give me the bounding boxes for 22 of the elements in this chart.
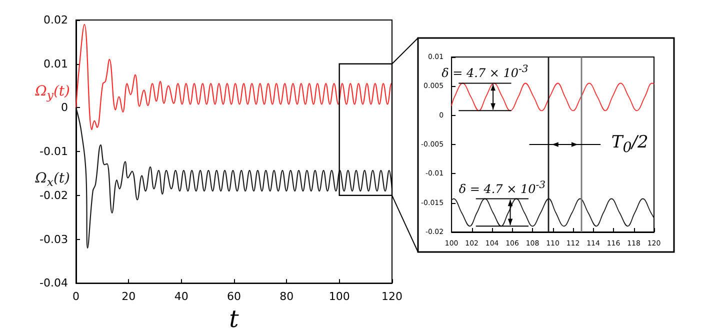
x-tick-label: 120 xyxy=(382,290,402,304)
y-tick-label: -0.04 xyxy=(40,276,68,290)
annotation: δ = 4.7 × 10$^{-3}$ xyxy=(458,180,546,196)
series-label: Ω$_{x}$(t) xyxy=(35,170,70,189)
x-tick-label: 40 xyxy=(174,290,188,304)
y-tick-label: 0.01 xyxy=(44,57,68,70)
line-series xyxy=(75,107,393,249)
y-tick-label: 0.02 xyxy=(44,14,68,26)
y-tick-label: 0 xyxy=(61,101,68,114)
x-tick-label: 80 xyxy=(280,290,294,304)
annotation: δ = 4.7 × 10$^{-3}$ xyxy=(442,64,528,80)
x-tick-label: 20 xyxy=(122,290,136,304)
x-tick-label: 100 xyxy=(328,290,350,304)
line-series xyxy=(451,82,654,112)
y-tick-label: -0.02 xyxy=(40,188,68,202)
x-axis-title: t xyxy=(229,305,240,333)
annotation: T$_{0}$/2 xyxy=(611,132,648,156)
y-tick-label: -0.03 xyxy=(40,232,68,246)
y-tick-label: -0.01 xyxy=(40,145,68,158)
x-tick-label: 60 xyxy=(227,290,241,304)
x-tick-label: 0 xyxy=(72,290,80,304)
series-label: Ω$_{y}$(t) xyxy=(35,84,70,102)
